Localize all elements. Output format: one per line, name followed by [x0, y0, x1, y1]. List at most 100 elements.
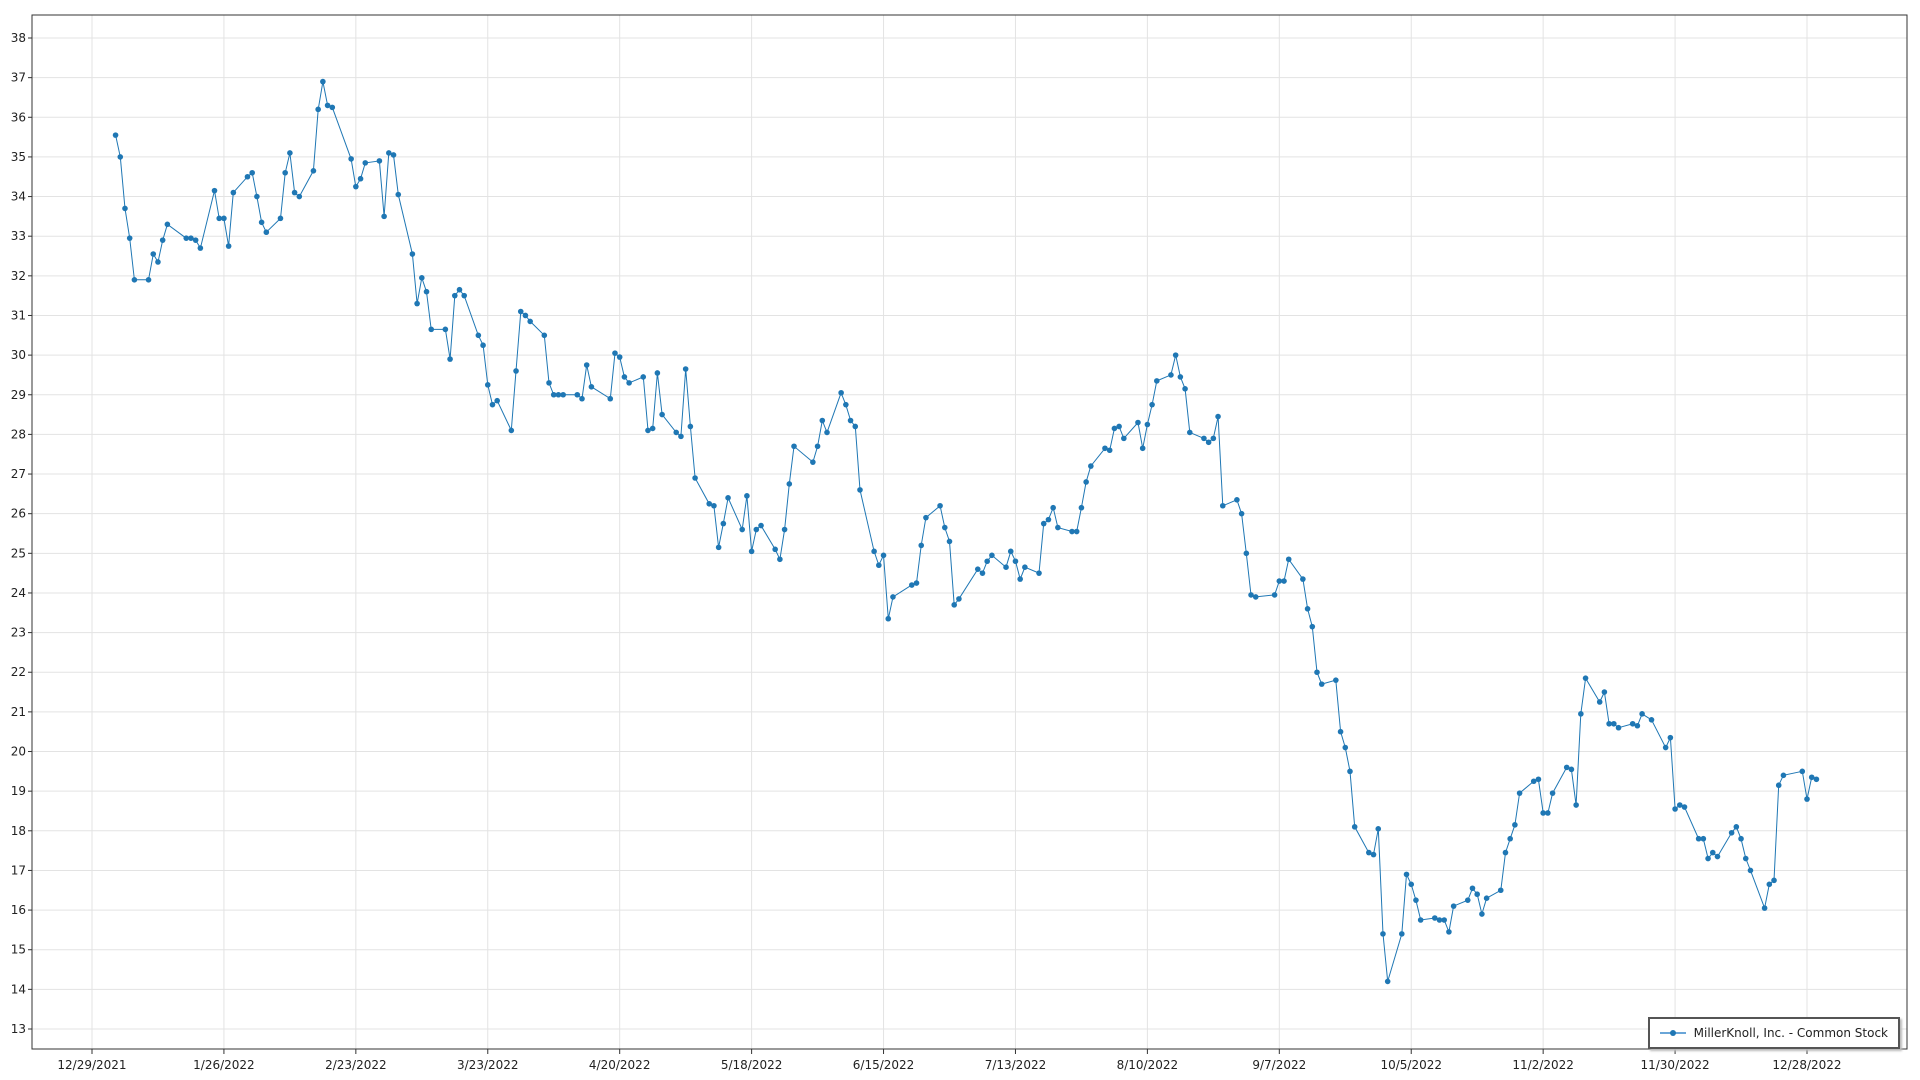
- data-point: [1055, 524, 1061, 531]
- data-point: [1502, 849, 1509, 856]
- data-point: [1182, 386, 1188, 392]
- data-point: [612, 350, 618, 356]
- data-point: [1775, 782, 1782, 789]
- data-point: [480, 342, 486, 349]
- y-tick-label: 28: [11, 427, 26, 441]
- y-tick-label: 17: [11, 863, 26, 877]
- data-point: [1408, 881, 1415, 888]
- data-point: [1116, 423, 1122, 430]
- y-tick-label: 23: [11, 626, 26, 640]
- data-point: [244, 173, 251, 180]
- data-point: [885, 615, 892, 622]
- y-tick-label: 32: [11, 269, 26, 283]
- y-axis: 13 14 15 16 17 18 19 20 21 22 23 24 25 26 27 28 29 30 31 32…: [11, 31, 32, 1036]
- data-point: [1022, 564, 1028, 570]
- data-point: [1808, 774, 1815, 781]
- data-point: [1667, 734, 1674, 741]
- data-point: [1154, 378, 1160, 384]
- data-point: [211, 187, 218, 194]
- x-tick-label: 2/23/2022: [325, 1058, 387, 1072]
- data-point: [706, 500, 713, 507]
- data-point: [1210, 435, 1217, 442]
- data-point: [381, 213, 387, 220]
- data-point: [348, 156, 354, 162]
- data-point: [1121, 435, 1127, 442]
- data-point: [913, 580, 920, 586]
- data-point: [946, 538, 953, 545]
- data-point: [1479, 911, 1485, 917]
- data-point: [183, 235, 190, 241]
- data-point: [1474, 891, 1480, 898]
- data-point: [1088, 463, 1094, 469]
- plot-frame: [31, 14, 1908, 1050]
- data-point: [880, 552, 887, 559]
- data-point: [659, 411, 665, 418]
- data-point: [456, 286, 463, 293]
- data-point: [1069, 528, 1075, 535]
- data-point: [164, 221, 171, 228]
- data-point: [254, 193, 260, 200]
- data-point: [117, 154, 124, 160]
- y-tick-label: 18: [11, 824, 26, 838]
- y-tick-label: 29: [11, 388, 26, 402]
- data-point: [1083, 479, 1089, 485]
- data-point: [216, 215, 223, 222]
- data-point: [1563, 764, 1570, 771]
- data-point: [1168, 372, 1174, 378]
- data-point: [1281, 578, 1287, 584]
- y-tick-label: 31: [11, 308, 26, 322]
- data-point: [1342, 744, 1349, 751]
- data-point: [1380, 931, 1386, 937]
- data-point: [687, 423, 694, 430]
- data-point: [791, 443, 797, 450]
- x-tick-label: 10/5/2022: [1380, 1058, 1442, 1072]
- x-tick-label: 5/18/2022: [721, 1058, 783, 1072]
- data-point: [1177, 374, 1184, 380]
- data-point: [777, 556, 783, 563]
- data-point: [1483, 895, 1490, 901]
- data-point: [824, 429, 830, 436]
- data-point: [588, 384, 595, 390]
- data-point: [386, 150, 392, 156]
- x-tick-label: 7/13/2022: [985, 1058, 1047, 1072]
- data-point: [1549, 790, 1556, 796]
- data-point: [626, 380, 632, 386]
- data-point: [1243, 550, 1250, 557]
- data-point: [1403, 871, 1410, 878]
- data-point: [522, 312, 529, 319]
- data-point: [1634, 722, 1641, 729]
- data-point: [555, 391, 562, 398]
- data-point: [753, 526, 760, 533]
- data-point: [1813, 776, 1820, 783]
- data-point: [1399, 931, 1405, 937]
- data-point: [1248, 592, 1254, 598]
- data-point: [1040, 520, 1047, 527]
- data-point: [1747, 867, 1754, 874]
- data-point: [1149, 401, 1155, 408]
- data-point: [447, 356, 453, 362]
- data-point: [513, 368, 519, 374]
- data-point: [1573, 802, 1579, 808]
- data-point: [1780, 772, 1787, 779]
- x-tick-label: 3/23/2022: [457, 1058, 519, 1072]
- data-point: [357, 175, 364, 182]
- data-point: [376, 158, 383, 164]
- data-point: [1135, 419, 1141, 426]
- data-point: [937, 502, 943, 509]
- data-point: [258, 219, 265, 226]
- data-point: [654, 370, 661, 376]
- data-point: [1464, 897, 1471, 903]
- data-point: [1695, 835, 1702, 842]
- data-point: [1003, 564, 1009, 570]
- data-point: [645, 427, 651, 434]
- data-point: [1333, 677, 1339, 683]
- data-point: [230, 189, 237, 196]
- data-point: [616, 354, 623, 360]
- data-point: [550, 391, 557, 398]
- data-point: [1606, 720, 1612, 727]
- data-point: [546, 380, 552, 386]
- data-point: [1648, 717, 1655, 723]
- data-point: [541, 332, 548, 339]
- data-point: [1629, 720, 1636, 727]
